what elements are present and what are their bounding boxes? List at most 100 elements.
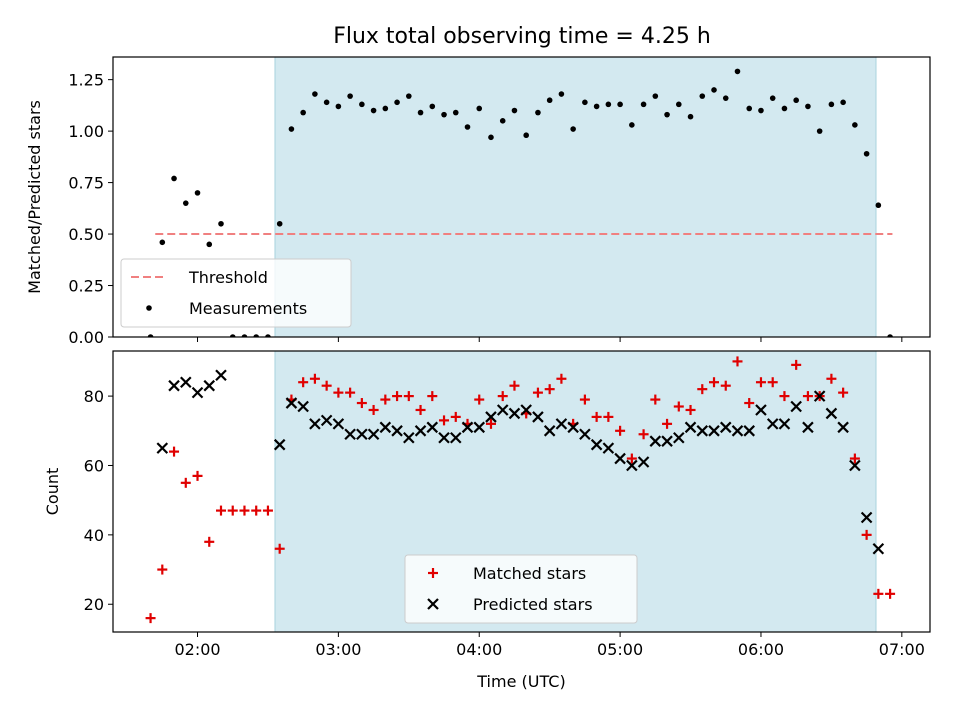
data-point [816,128,823,134]
legend: Threshold Measurements [120,258,352,328]
data-point [262,505,273,516]
x-tick-label: 04:00 [456,640,502,659]
legend-box [120,258,352,328]
top-panel: 0.00 0.25 0.50 0.75 1.00 1.25 Matched/Predicte… [25,56,931,347]
y-tick-label: 40 [84,526,104,545]
data-point [452,109,459,116]
data-point [180,376,192,389]
marker-stroke [696,425,709,437]
plot-frame [112,56,931,338]
y-tick-label: 0.75 [68,174,104,193]
data-point [840,99,846,106]
marker-stroke [473,421,486,434]
data-point [309,373,320,384]
marker-stroke [320,414,333,427]
data-point [887,334,893,337]
marker-stroke [719,421,732,434]
data-point [602,442,615,454]
data-point [673,431,685,444]
data-point [392,391,403,402]
y-tick-label: 0.50 [68,225,104,244]
x-tick-label: 07:00 [879,640,925,659]
marker-stroke [579,428,591,441]
data-point [535,109,541,116]
data-point [191,386,204,399]
data-point [474,394,485,405]
data-point [415,404,426,415]
data-point [265,334,271,337]
data-point [591,411,602,422]
marker-stroke [590,438,603,451]
marker-stroke [872,542,885,555]
data-point [215,369,227,382]
data-point [394,99,400,106]
data-point [403,391,414,402]
data-point [638,429,649,440]
marker-stroke [414,425,427,437]
data-point [732,356,743,367]
data-point [615,425,626,436]
data-point [359,101,365,108]
marker-stroke [755,404,767,416]
y-axis-label: Count [43,468,62,516]
marker-stroke [438,431,450,444]
data-point [626,453,637,464]
marker-stroke [168,379,180,392]
marker-stroke [743,425,756,437]
data-point [241,334,248,337]
data-point [734,68,741,75]
data-point [520,404,532,416]
x-tick-label: 03:00 [315,640,361,659]
data-point [802,421,814,434]
data-point [720,380,731,391]
data-layer [147,68,893,337]
y-tick-label: 20 [84,595,104,614]
data-point [605,101,612,108]
marker-stroke [156,442,169,454]
data-point [731,425,744,437]
data-point [558,91,565,97]
data-point [159,239,166,246]
legend: Matched stars Predicted stars [404,554,638,624]
data-point [347,93,353,99]
data-point [662,418,673,429]
observing-window-band [274,56,877,338]
data-point [849,459,861,472]
data-point [708,425,720,437]
marker-stroke [626,459,638,472]
data-point [852,122,858,128]
data-point [414,425,427,437]
data-point [793,97,799,104]
marker-stroke [860,511,873,524]
marker-stroke [191,386,204,399]
data-point [356,398,367,409]
data-point [509,380,520,391]
legend-swatch [427,598,439,610]
data-point [473,421,486,434]
chart-title: Flux total observing time = 4.25 h [333,24,711,49]
data-point [449,431,462,444]
marker-stroke [837,421,849,434]
legend-box [404,554,638,624]
x-axis-label: Time (UTC) [476,672,565,691]
data-point [766,418,779,430]
data-point [722,95,729,101]
data-point [755,404,767,416]
marker-stroke [403,431,415,444]
y-tick-label: 60 [84,456,104,475]
legend-label: Predicted stars [473,595,593,614]
data-point [546,97,553,104]
data-point [872,542,885,555]
data-point [508,407,521,420]
data-point [239,505,250,516]
data-point [838,387,849,398]
data-point [746,105,753,112]
data-point [204,536,215,547]
data-point [417,109,424,116]
data-point [182,200,189,206]
data-point [567,421,579,434]
marker-stroke [508,407,521,420]
data-point [696,425,709,437]
marker-stroke [778,418,791,430]
data-point [543,425,556,437]
